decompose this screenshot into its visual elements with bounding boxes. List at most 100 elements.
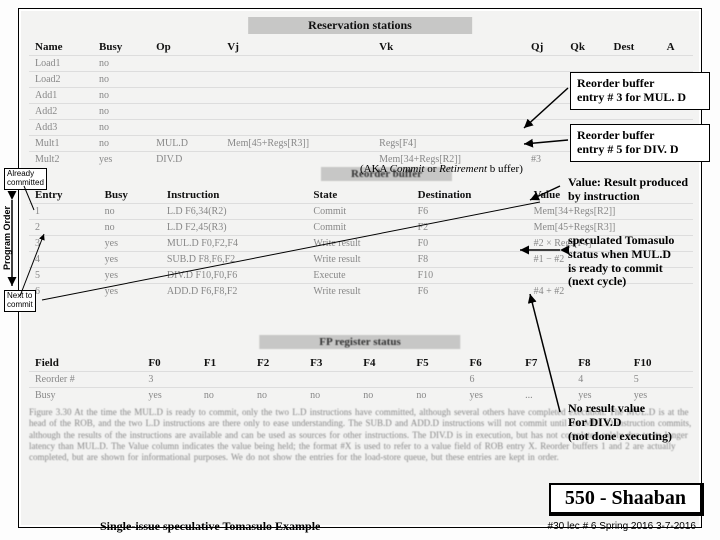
col-header: F6	[464, 355, 520, 372]
table-cell	[525, 120, 564, 136]
table-cell: Mem[45+Regs[R3]]	[221, 136, 373, 152]
col-header: State	[307, 187, 411, 204]
table-cell	[519, 372, 572, 388]
col-header: Field	[29, 355, 142, 372]
table-cell: Reorder #	[29, 372, 142, 388]
col-header: F1	[198, 355, 251, 372]
col-header: Busy	[93, 39, 150, 56]
table-cell: DIV.D	[150, 152, 221, 168]
callout-rob5-div: Reorder bufferentry # 5 for DIV. D	[570, 124, 710, 162]
table-cell	[525, 104, 564, 120]
table-cell: L.D F6,34(R2)	[161, 204, 308, 220]
col-header: F10	[628, 355, 693, 372]
table-cell: ADD.D F6,F8,F2	[161, 284, 308, 300]
table-cell	[221, 104, 373, 120]
table-row: Reorder #3645	[29, 372, 693, 388]
table-cell	[221, 56, 373, 72]
table-cell: 4	[29, 252, 99, 268]
table-cell: SUB.D F8,F6,F2	[161, 252, 308, 268]
table-cell: no	[251, 388, 304, 404]
rob-suffix: (AKA Commit or Retirement b uffer)	[360, 163, 523, 175]
callout-rob3-mul: Reorder bufferentry # 3 for MUL. D	[570, 72, 710, 110]
callout-text: Reorder bufferentry # 3 for MUL. D	[577, 76, 686, 104]
table-cell	[150, 56, 221, 72]
callout-text: speculated Tomasulostatus when MUL.Dis r…	[568, 233, 674, 288]
col-header: Vj	[221, 39, 373, 56]
table-cell	[150, 72, 221, 88]
table-cell: 4	[572, 372, 628, 388]
table-cell: L.D F2,45(R3)	[161, 220, 308, 236]
table-cell: F8	[412, 252, 528, 268]
col-header: A	[661, 39, 693, 56]
table-cell: Busy	[29, 388, 142, 404]
table-cell: Write result	[307, 284, 411, 300]
callout-text: Value: Result producedby instruction	[568, 175, 688, 203]
col-header: F4	[357, 355, 410, 372]
table-cell: no	[357, 388, 410, 404]
table-cell	[251, 372, 304, 388]
col-header: Name	[29, 39, 93, 56]
table-cell	[373, 56, 525, 72]
label-next-to-commit: Next tocommit	[4, 290, 36, 312]
fp-register-status-table: FieldF0F1F2F3F4F5F6F7F8F10Reorder #3645B…	[29, 355, 693, 403]
label-text: Next tocommit	[7, 291, 33, 309]
table-cell: Add2	[29, 104, 93, 120]
table-cell	[150, 88, 221, 104]
table-cell	[525, 136, 564, 152]
table-cell: Commit	[307, 220, 411, 236]
table-cell: Mult1	[29, 136, 93, 152]
table-cell	[150, 104, 221, 120]
table-cell: F6	[412, 284, 528, 300]
table-cell: Regs[F4]	[373, 136, 525, 152]
table-cell	[564, 56, 607, 72]
col-header: F7	[519, 355, 572, 372]
table-cell	[373, 88, 525, 104]
table-cell: F2	[412, 220, 528, 236]
table-cell: 1	[29, 204, 99, 220]
callout-speculated: speculated Tomasulostatus when MUL.Dis r…	[562, 230, 710, 293]
table-cell: no	[410, 388, 463, 404]
table-cell	[525, 72, 564, 88]
table-cell: Load1	[29, 56, 93, 72]
table-cell: 5	[29, 268, 99, 284]
table-cell: F10	[412, 268, 528, 284]
table-cell: 6	[29, 284, 99, 300]
table-cell	[357, 372, 410, 388]
callout-text: No result valueFor DIV.D(not done execut…	[568, 401, 672, 443]
table-cell	[221, 72, 373, 88]
table-cell: yes	[99, 284, 161, 300]
table-cell: 3	[142, 372, 198, 388]
table-cell: no	[93, 104, 150, 120]
table-cell: MUL.D	[150, 136, 221, 152]
callout-noresult: No result valueFor DIV.D(not done execut…	[562, 398, 710, 447]
table-cell: F0	[412, 236, 528, 252]
table-cell	[150, 120, 221, 136]
table-cell: no	[304, 388, 357, 404]
label-program-order: Program Order	[2, 206, 12, 270]
table-cell: Load2	[29, 72, 93, 88]
label-already-committed: Alreadycommitted	[4, 168, 47, 190]
table-cell	[525, 56, 564, 72]
table-cell: yes	[142, 388, 198, 404]
table-cell: MUL.D F0,F2,F4	[161, 236, 308, 252]
table-cell: Write result	[307, 236, 411, 252]
table-cell	[661, 56, 693, 72]
rs-title: Reservation stations	[248, 17, 472, 34]
table-cell	[410, 372, 463, 388]
table-row: Load1no	[29, 56, 693, 72]
table-cell: yes	[99, 268, 161, 284]
table-cell: Add1	[29, 88, 93, 104]
label-text: Alreadycommitted	[7, 169, 44, 187]
table-cell	[221, 88, 373, 104]
table-cell: no	[93, 72, 150, 88]
col-header: Instruction	[161, 187, 308, 204]
slide-title: Single-issue speculative Tomasulo Exampl…	[100, 519, 320, 534]
table-cell: yes	[99, 236, 161, 252]
table-cell	[221, 120, 373, 136]
table-cell	[373, 120, 525, 136]
table-cell	[373, 104, 525, 120]
table-cell	[198, 372, 251, 388]
table-cell: Write result	[307, 252, 411, 268]
table-cell: no	[198, 388, 251, 404]
table-cell: Commit	[307, 204, 411, 220]
